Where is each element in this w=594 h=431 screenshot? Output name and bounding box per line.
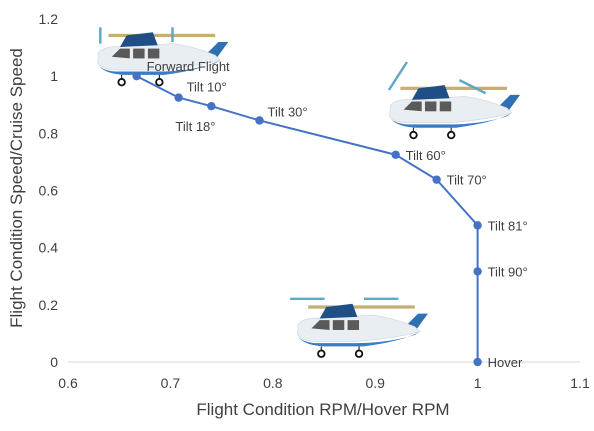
data-label: Forward Flight	[147, 59, 230, 74]
x-axis-title: Flight Condition RPM/Hover RPM	[196, 400, 449, 419]
y-tick-label: 0.4	[39, 240, 59, 256]
y-tick-label: 0.8	[39, 125, 59, 141]
data-point	[473, 267, 482, 276]
data-point	[255, 116, 264, 125]
data-point	[391, 150, 400, 159]
data-label: Tilt 30°	[267, 104, 307, 119]
data-point	[473, 221, 482, 230]
data-point	[473, 357, 482, 367]
aircraft-forward-flight-icon	[96, 27, 230, 87]
data-label: Tilt 70°	[447, 173, 487, 188]
y-axis-title: Flight Condition Speed/Cruise Speed	[7, 48, 26, 328]
x-tick-label: 0.7	[161, 375, 181, 391]
data-label: Tilt 81°	[488, 218, 528, 233]
x-tick-label: 0.6	[58, 375, 78, 391]
y-tick-label: 0	[50, 354, 58, 370]
aircraft-transition-icon	[387, 61, 521, 140]
x-tick-label: 0.8	[263, 375, 283, 391]
x-tick-label: 1	[474, 375, 482, 391]
x-tick-label: 0.9	[365, 375, 385, 391]
data-point	[132, 71, 141, 81]
data-label: Tilt 60°	[406, 148, 446, 163]
data-point	[174, 93, 183, 102]
y-tick-label: 1.2	[39, 11, 59, 27]
data-label: Tilt 18°	[175, 119, 215, 134]
aircraft-hover-icon	[290, 297, 429, 358]
x-tick-label: 1.1	[570, 375, 590, 391]
y-tick-label: 0.2	[39, 297, 59, 313]
data-label: Tilt 10°	[187, 80, 227, 95]
y-tick-label: 0.6	[39, 183, 59, 199]
data-label: Hover	[488, 355, 523, 370]
y-tick-label: 1	[50, 68, 58, 84]
data-point	[432, 175, 441, 184]
data-point	[207, 101, 216, 111]
data-label: Tilt 90°	[488, 264, 528, 279]
